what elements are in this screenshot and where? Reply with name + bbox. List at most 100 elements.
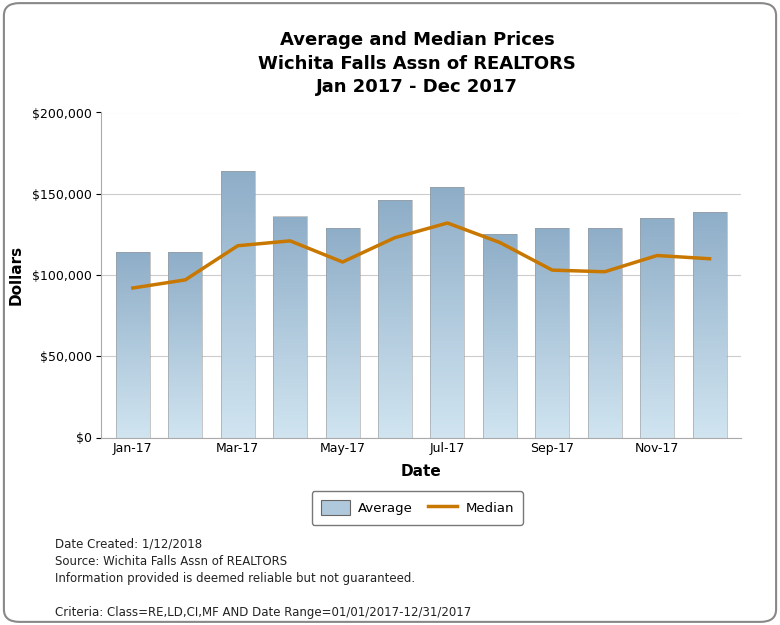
Bar (483, 329, 517, 331)
Bar (273, 243, 307, 244)
Bar (168, 309, 202, 310)
Bar (431, 296, 464, 298)
Bar (483, 284, 517, 286)
Bar (587, 235, 622, 236)
Bar (483, 241, 517, 242)
Bar (273, 364, 307, 365)
Bar (587, 428, 622, 429)
Bar (483, 313, 517, 314)
Bar (115, 424, 150, 425)
Bar (378, 372, 412, 374)
Bar (115, 408, 150, 409)
Bar (168, 292, 202, 293)
Bar (587, 250, 622, 252)
Bar (693, 248, 727, 249)
Bar (483, 256, 517, 258)
Bar (535, 228, 569, 438)
Bar (325, 248, 360, 249)
Bar (325, 416, 360, 418)
Bar (115, 309, 150, 310)
Bar (378, 271, 412, 273)
Bar (640, 288, 674, 290)
Bar (431, 221, 464, 222)
Bar (640, 429, 674, 430)
Bar (535, 391, 569, 392)
Bar (431, 356, 464, 357)
Bar (273, 262, 307, 264)
Bar (640, 356, 674, 357)
Bar (221, 341, 255, 343)
Bar (325, 303, 360, 305)
Bar (693, 328, 727, 329)
Bar (640, 378, 674, 379)
Bar (535, 266, 569, 267)
Bar (483, 261, 517, 262)
Bar (693, 406, 727, 408)
Bar (483, 242, 517, 244)
Bar (483, 431, 517, 432)
Bar (483, 382, 517, 383)
Bar (115, 363, 150, 364)
Bar (378, 291, 412, 292)
Bar (273, 281, 307, 282)
Bar (273, 227, 307, 228)
Bar (535, 396, 569, 397)
Bar (535, 347, 569, 348)
Bar (431, 278, 464, 279)
Bar (587, 416, 622, 418)
Bar (640, 231, 674, 232)
Bar (587, 259, 622, 260)
Bar (168, 308, 202, 309)
Bar (378, 429, 412, 431)
Bar (273, 424, 307, 426)
Bar (587, 318, 622, 319)
Bar (378, 234, 412, 235)
Bar (115, 299, 150, 301)
Bar (587, 408, 622, 409)
Bar (168, 374, 202, 376)
Bar (221, 299, 255, 301)
Bar (115, 349, 150, 350)
Bar (273, 426, 307, 427)
Bar (693, 426, 727, 427)
Bar (693, 338, 727, 339)
Bar (115, 287, 150, 288)
Bar (115, 366, 150, 367)
Bar (221, 386, 255, 388)
Bar (483, 290, 517, 291)
Bar (325, 232, 360, 234)
Bar (273, 268, 307, 269)
Bar (431, 206, 464, 208)
Bar (640, 332, 674, 334)
Bar (693, 236, 727, 238)
Bar (587, 436, 622, 437)
Bar (378, 208, 412, 210)
Bar (221, 432, 255, 434)
Bar (587, 288, 622, 289)
Bar (221, 434, 255, 436)
Bar (378, 286, 412, 288)
Bar (115, 342, 150, 344)
Bar (325, 386, 360, 388)
Bar (221, 393, 255, 395)
Bar (640, 421, 674, 423)
Bar (115, 393, 150, 394)
Bar (640, 218, 674, 438)
Bar (168, 272, 202, 273)
Bar (273, 374, 307, 376)
Bar (273, 379, 307, 380)
Bar (378, 338, 412, 339)
Bar (535, 373, 569, 374)
Bar (640, 399, 674, 401)
Bar (168, 411, 202, 412)
Bar (693, 276, 727, 278)
Bar (325, 388, 360, 389)
Bar (273, 265, 307, 267)
Bar (587, 397, 622, 398)
Bar (640, 386, 674, 388)
Bar (168, 332, 202, 334)
Bar (325, 341, 360, 342)
Bar (431, 289, 464, 291)
Bar (693, 418, 727, 419)
Bar (168, 320, 202, 321)
